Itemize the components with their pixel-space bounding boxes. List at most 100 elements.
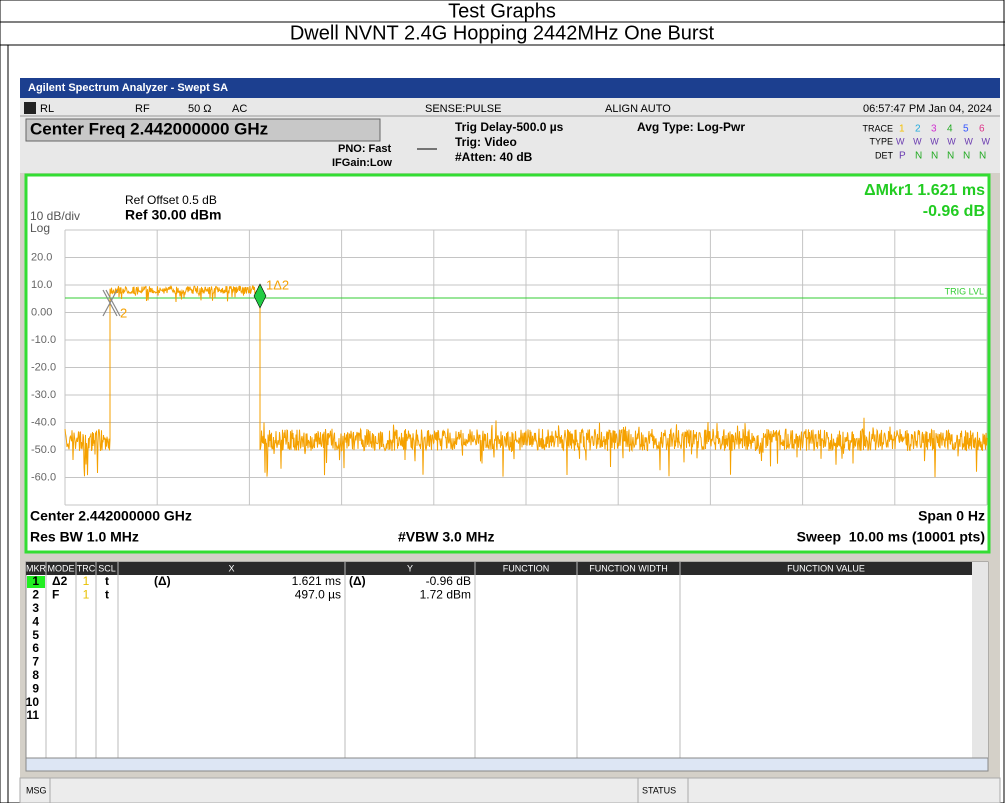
doc-title: Test Graphs [448, 0, 556, 22]
footer-bar [19, 777, 1001, 803]
pno: PNO: Fast [338, 143, 392, 155]
sweep: Sweep 10.00 ms (10001 pts) [797, 529, 985, 545]
rl: RL [40, 103, 54, 115]
table-header-cell: FUNCTION [503, 563, 550, 573]
marker-value: -0.96 dB [923, 203, 985, 220]
marker-table [25, 561, 989, 759]
y-label: -20.0 [31, 361, 56, 373]
y-label: -40.0 [31, 416, 56, 428]
marker-2 [102, 289, 121, 317]
marker-active [27, 589, 45, 602]
table-header [26, 562, 972, 575]
ref: Ref 30.00 dBm [125, 207, 221, 223]
marker2-label: 2 [120, 305, 127, 320]
mkr: 8 [32, 668, 39, 682]
x-value: 1.621 ms [292, 574, 341, 588]
mkr: 2 [32, 588, 39, 602]
trace [64, 284, 988, 478]
table-header-cell: MODE [48, 563, 75, 573]
table-header-cell: X [228, 563, 234, 573]
scl: t [105, 574, 109, 588]
x-ref: (Δ) [154, 574, 171, 588]
table-header-cell: TRC [77, 563, 96, 573]
table-header-cell: SCL [98, 563, 116, 573]
y-ref: (Δ) [349, 574, 366, 588]
det-value: N [931, 151, 938, 162]
display [24, 173, 991, 554]
trig-lvl: TRIG LVL [945, 286, 984, 296]
rf: RF [135, 103, 150, 115]
sense: SENSE:PULSE [425, 103, 501, 115]
trig: Trig: Video [455, 135, 517, 149]
ref-offset: Ref Offset 0.5 dB [125, 193, 217, 207]
icon [24, 102, 36, 114]
table-header-cell: FUNCTION WIDTH [589, 563, 668, 573]
scl: t [105, 588, 109, 602]
trace-num: 2 [915, 124, 921, 135]
trc: 1 [83, 574, 90, 588]
y-label: -10.0 [31, 334, 56, 346]
trace-num: 3 [931, 124, 937, 135]
coupling: AC [232, 103, 247, 115]
det-value: N [915, 151, 922, 162]
table-header-cell: MKR [26, 563, 47, 573]
status: STATUS [642, 785, 676, 795]
ifgain: IFGain:Low [332, 157, 392, 169]
det-value: N [963, 151, 970, 162]
trc: 1 [83, 588, 90, 602]
mode: Δ2 [52, 574, 68, 588]
table-header-cell: Y [407, 563, 413, 573]
doc-subtitle: Dwell NVNT 2.4G Hopping 2442MHz One Burs… [290, 22, 715, 44]
scale-type: Log [30, 221, 50, 235]
mkr: 1 [32, 574, 39, 588]
trace-num: 6 [979, 124, 985, 135]
avg-type: Avg Type: Log-Pwr [637, 120, 745, 134]
det-label: DET [875, 150, 894, 160]
mode: F [52, 588, 59, 602]
y-value: 1.72 dBm [420, 588, 471, 602]
y-label: -30.0 [31, 389, 56, 401]
impedance: 50 Ω [188, 103, 212, 115]
mkr: 7 [32, 655, 39, 669]
atten: #Atten: 40 dB [455, 150, 533, 164]
trace-num: 5 [963, 124, 969, 135]
msg: MSG [26, 785, 47, 795]
marker-active [27, 576, 45, 588]
y-label: 20.0 [31, 251, 52, 263]
det-value: N [947, 151, 954, 162]
table-header-cell: FUNCTION VALUE [787, 563, 865, 573]
span: Span 0 Hz [918, 508, 985, 524]
mkr: 11 [26, 708, 39, 722]
center-freq: Center Freq 2.442000000 GHz [30, 119, 268, 138]
marker1-label: 1Δ2 [266, 277, 289, 292]
window-title: Agilent Spectrum Analyzer - Swept SA [28, 82, 228, 94]
mkr: 9 [32, 681, 39, 695]
h-scrollbar[interactable] [25, 757, 989, 772]
y-label: -60.0 [31, 471, 56, 483]
mkr: 6 [32, 641, 39, 655]
trig-delay: Trig Delay-500.0 µs [455, 120, 564, 134]
y-label: 0.00 [31, 306, 52, 318]
vbw: #VBW 3.0 MHz [398, 529, 494, 545]
marker-readout: ΔMkr1 1.621 ms [864, 182, 985, 199]
res-bw: Res BW 1.0 MHz [30, 529, 139, 545]
y-label: 10.0 [31, 279, 52, 291]
x-value: 497.0 µs [295, 588, 341, 602]
mkr: 5 [32, 628, 39, 642]
v-scrollbar[interactable] [972, 562, 988, 758]
datetime: 06:57:47 PM Jan 04, 2024 [863, 103, 992, 115]
align: ALIGN AUTO [605, 103, 671, 115]
mkr: 10 [26, 695, 40, 709]
y-value: -0.96 dB [426, 574, 471, 588]
title-bar [20, 78, 1000, 98]
det-value: N [979, 151, 986, 162]
y-label: -50.0 [31, 444, 56, 456]
trace-label: TRACE [862, 123, 893, 133]
center: Center 2.442000000 GHz [30, 508, 192, 524]
type-label: TYPE [869, 136, 893, 146]
det-value: P [899, 151, 906, 162]
mkr: 3 [32, 601, 39, 615]
scale: 10 dB/div [30, 209, 80, 223]
